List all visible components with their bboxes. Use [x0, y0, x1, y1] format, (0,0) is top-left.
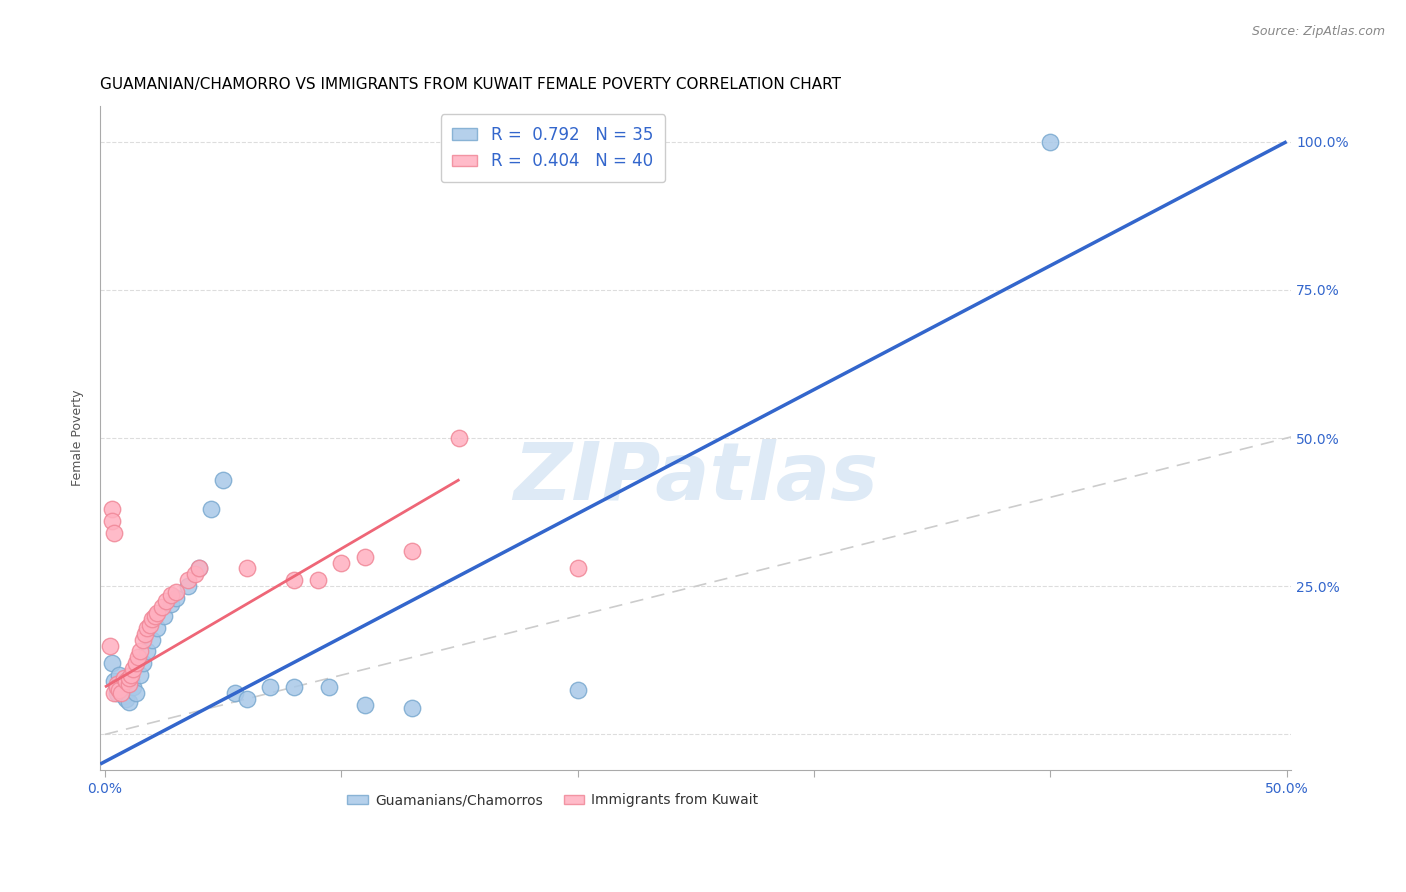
- Text: Source: ZipAtlas.com: Source: ZipAtlas.com: [1251, 25, 1385, 38]
- Point: [567, 683, 589, 698]
- Point: [354, 549, 377, 564]
- Point: [101, 502, 124, 516]
- Point: [112, 671, 135, 685]
- Point: [120, 668, 142, 682]
- Point: [136, 644, 159, 658]
- Legend: Guamanians/Chamorros, Immigrants from Kuwait: Guamanians/Chamorros, Immigrants from Ku…: [342, 788, 763, 813]
- Point: [330, 556, 353, 570]
- Text: ZIPatlas: ZIPatlas: [513, 439, 879, 516]
- Point: [120, 674, 142, 689]
- Point: [318, 680, 340, 694]
- Point: [449, 431, 471, 445]
- Point: [108, 668, 131, 682]
- Point: [146, 621, 169, 635]
- Point: [567, 561, 589, 575]
- Point: [105, 680, 128, 694]
- Point: [259, 680, 281, 694]
- Point: [103, 686, 125, 700]
- Point: [134, 626, 156, 640]
- Point: [235, 561, 257, 575]
- Point: [132, 632, 155, 647]
- Y-axis label: Female Poverty: Female Poverty: [72, 390, 84, 486]
- Point: [110, 677, 132, 691]
- Point: [141, 632, 163, 647]
- Point: [98, 639, 121, 653]
- Point: [101, 514, 124, 528]
- Point: [115, 674, 138, 689]
- Point: [105, 680, 128, 694]
- Point: [105, 677, 128, 691]
- Point: [212, 473, 235, 487]
- Point: [401, 543, 423, 558]
- Point: [143, 608, 166, 623]
- Point: [153, 608, 176, 623]
- Point: [200, 502, 222, 516]
- Point: [165, 585, 187, 599]
- Point: [165, 591, 187, 606]
- Point: [141, 612, 163, 626]
- Point: [188, 561, 211, 575]
- Point: [136, 621, 159, 635]
- Point: [188, 561, 211, 575]
- Point: [146, 606, 169, 620]
- Point: [1039, 135, 1062, 149]
- Point: [184, 567, 207, 582]
- Point: [401, 700, 423, 714]
- Point: [101, 657, 124, 671]
- Point: [129, 644, 152, 658]
- Point: [124, 686, 146, 700]
- Point: [117, 695, 139, 709]
- Point: [132, 657, 155, 671]
- Point: [307, 574, 329, 588]
- Point: [108, 683, 131, 698]
- Point: [112, 689, 135, 703]
- Point: [122, 662, 145, 676]
- Point: [124, 657, 146, 671]
- Point: [139, 617, 162, 632]
- Point: [110, 686, 132, 700]
- Point: [110, 683, 132, 698]
- Point: [283, 680, 305, 694]
- Point: [160, 588, 183, 602]
- Point: [115, 691, 138, 706]
- Point: [117, 677, 139, 691]
- Point: [117, 671, 139, 685]
- Point: [127, 650, 149, 665]
- Point: [283, 574, 305, 588]
- Point: [122, 680, 145, 694]
- Text: GUAMANIAN/CHAMORRO VS IMMIGRANTS FROM KUWAIT FEMALE POVERTY CORRELATION CHART: GUAMANIAN/CHAMORRO VS IMMIGRANTS FROM KU…: [100, 78, 841, 93]
- Point: [224, 686, 246, 700]
- Point: [103, 674, 125, 689]
- Point: [105, 686, 128, 700]
- Point: [117, 677, 139, 691]
- Point: [354, 698, 377, 712]
- Point: [176, 579, 198, 593]
- Point: [103, 525, 125, 540]
- Point: [160, 597, 183, 611]
- Point: [129, 668, 152, 682]
- Point: [176, 574, 198, 588]
- Point: [150, 599, 173, 614]
- Point: [235, 691, 257, 706]
- Point: [155, 594, 177, 608]
